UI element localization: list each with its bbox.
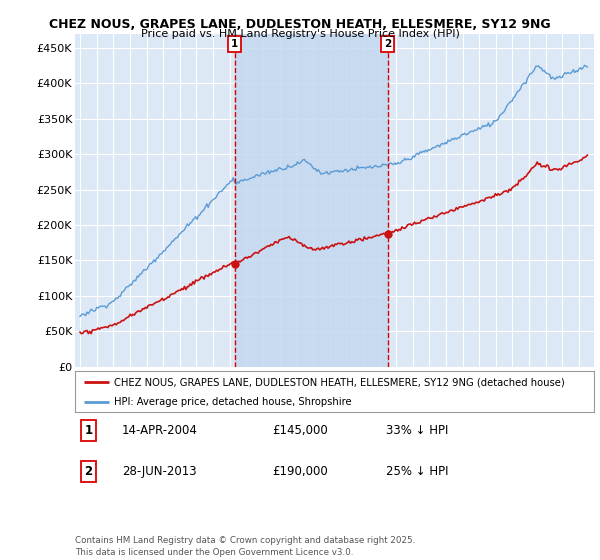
Text: £145,000: £145,000 [272, 424, 328, 437]
Text: Contains HM Land Registry data © Crown copyright and database right 2025.
This d: Contains HM Land Registry data © Crown c… [75, 536, 415, 557]
Bar [235, 34, 388, 367]
Text: 1: 1 [231, 39, 238, 49]
Text: 28-JUN-2013: 28-JUN-2013 [122, 465, 196, 478]
Text: 33% ↓ HPI: 33% ↓ HPI [386, 424, 449, 437]
Text: 25% ↓ HPI: 25% ↓ HPI [386, 465, 449, 478]
Text: CHEZ NOUS, GRAPES LANE, DUDLESTON HEATH, ELLESMERE, SY12 9NG: CHEZ NOUS, GRAPES LANE, DUDLESTON HEATH,… [49, 18, 551, 31]
Text: Price paid vs. HM Land Registry's House Price Index (HPI): Price paid vs. HM Land Registry's House … [140, 29, 460, 39]
Text: 1: 1 [85, 424, 92, 437]
Text: CHEZ NOUS, GRAPES LANE, DUDLESTON HEATH, ELLESMERE, SY12 9NG (detached house): CHEZ NOUS, GRAPES LANE, DUDLESTON HEATH,… [114, 377, 565, 387]
Text: 2: 2 [85, 465, 92, 478]
Text: 14-APR-2004: 14-APR-2004 [122, 424, 197, 437]
Text: £190,000: £190,000 [272, 465, 328, 478]
Text: 2: 2 [384, 39, 391, 49]
Text: HPI: Average price, detached house, Shropshire: HPI: Average price, detached house, Shro… [114, 396, 352, 407]
